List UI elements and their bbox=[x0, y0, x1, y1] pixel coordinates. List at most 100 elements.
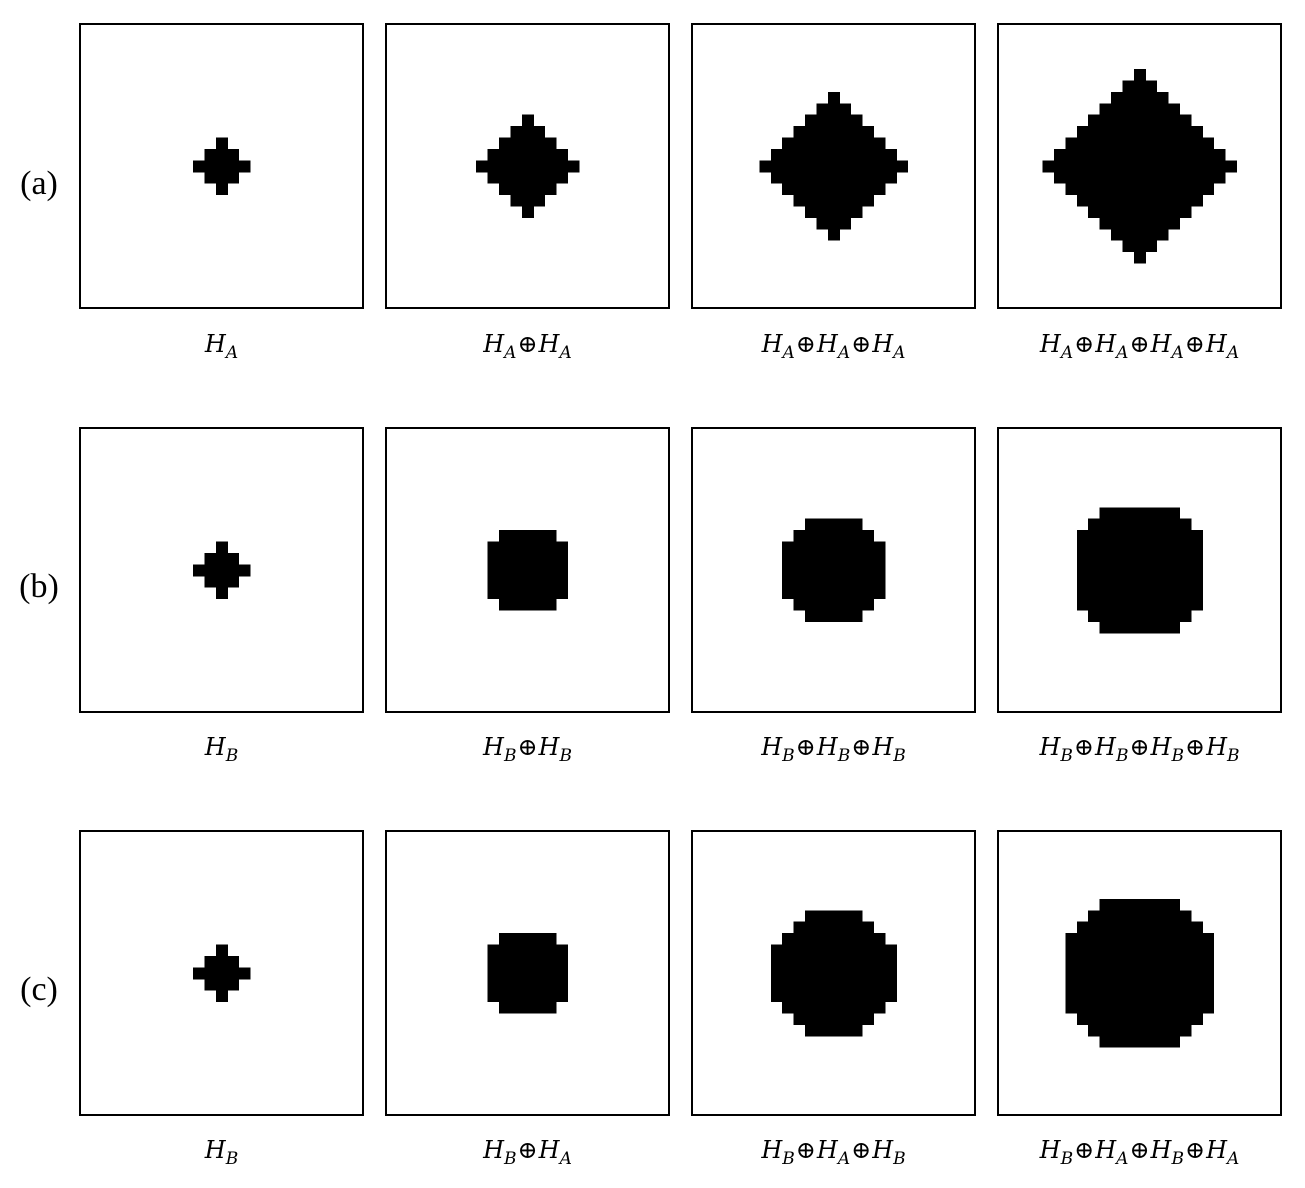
shape-cell bbox=[533, 541, 546, 554]
shape-cell bbox=[816, 1001, 829, 1014]
shape-cell bbox=[227, 978, 240, 991]
shape-cell bbox=[204, 978, 217, 991]
shape-cell bbox=[510, 1001, 523, 1014]
shape-cell bbox=[1111, 217, 1123, 230]
panel-c-4 bbox=[997, 830, 1282, 1116]
shape-cell bbox=[544, 137, 557, 150]
shape-cell bbox=[544, 598, 557, 611]
shape-cell bbox=[1122, 171, 1135, 184]
shape-cell bbox=[1156, 910, 1169, 923]
shape-cell bbox=[1133, 518, 1146, 531]
shape-cell bbox=[1099, 103, 1112, 116]
shape-cell bbox=[487, 564, 500, 577]
shape-cell bbox=[499, 541, 511, 554]
shape-cell bbox=[1179, 910, 1192, 923]
shape-cell bbox=[1202, 160, 1215, 173]
shape-cell bbox=[1099, 148, 1112, 161]
shape-cell bbox=[1122, 552, 1135, 565]
shape-cell bbox=[1145, 126, 1158, 139]
shape-cell bbox=[533, 990, 546, 1003]
shape-cell bbox=[873, 183, 886, 196]
shape-cell bbox=[805, 609, 817, 622]
shape-cell bbox=[544, 933, 557, 946]
shape-cell bbox=[215, 587, 228, 600]
shape-cell bbox=[533, 194, 546, 207]
shape-cell bbox=[1190, 541, 1203, 554]
shape-cell bbox=[1190, 148, 1203, 161]
shape-cell bbox=[793, 921, 806, 934]
shape-cell bbox=[1202, 137, 1215, 150]
shape-cell bbox=[1111, 955, 1123, 968]
shape-cell bbox=[884, 944, 897, 957]
shape-cell bbox=[1111, 530, 1123, 543]
shape-cell bbox=[1088, 1024, 1101, 1037]
shape-cell bbox=[1076, 587, 1089, 600]
shape-cell bbox=[1133, 898, 1146, 911]
caption-c-1: HB bbox=[204, 1136, 239, 1169]
shape-cell bbox=[827, 921, 840, 934]
shape-cell bbox=[533, 944, 546, 957]
shape-cell bbox=[1088, 609, 1101, 622]
shape-cell bbox=[544, 955, 557, 968]
shape-cell bbox=[1133, 114, 1146, 127]
shape-cell bbox=[1202, 990, 1215, 1003]
shape-cell bbox=[227, 171, 240, 184]
shape-cell bbox=[1111, 137, 1123, 150]
shape-cell bbox=[215, 541, 228, 554]
shape-cell bbox=[839, 575, 852, 588]
shape-cell bbox=[839, 103, 852, 116]
shape-cell bbox=[1088, 564, 1101, 577]
shape-cell bbox=[1202, 933, 1215, 946]
shape-cell bbox=[1179, 126, 1192, 139]
shape-cell bbox=[1156, 944, 1169, 957]
shape-cell bbox=[862, 530, 874, 543]
shape-cell bbox=[544, 575, 557, 588]
shape-cell bbox=[510, 955, 523, 968]
shape-cell bbox=[1065, 137, 1078, 150]
shape-cell bbox=[1156, 114, 1169, 127]
shape-cell bbox=[782, 137, 795, 150]
shape-cell bbox=[839, 541, 852, 554]
shape-cell bbox=[805, 921, 817, 934]
shape-cell bbox=[1168, 1001, 1180, 1014]
shape-cell bbox=[521, 587, 534, 600]
shape-cell bbox=[862, 955, 874, 968]
shape-cell bbox=[499, 530, 511, 543]
shape-cell bbox=[499, 171, 511, 184]
shape-cell bbox=[839, 160, 852, 173]
shape-cell bbox=[1145, 910, 1158, 923]
shape-cell bbox=[1156, 564, 1169, 577]
shape-cell bbox=[827, 564, 840, 577]
shape-cell bbox=[521, 564, 534, 577]
panel-c-1 bbox=[79, 830, 364, 1116]
shape-cell bbox=[1133, 933, 1146, 946]
shape-cell bbox=[827, 530, 840, 543]
shape-cell bbox=[862, 194, 874, 207]
shape-cell bbox=[1190, 598, 1203, 611]
shape-cell bbox=[1088, 518, 1101, 531]
shape-cell bbox=[1122, 183, 1135, 196]
shape-cell bbox=[215, 148, 228, 161]
shape-cell bbox=[805, 552, 817, 565]
shape-cell bbox=[1076, 955, 1089, 968]
shape-cell bbox=[499, 1001, 511, 1014]
shape-cell bbox=[1156, 171, 1169, 184]
shape-cell bbox=[1111, 978, 1123, 991]
shape-cell bbox=[827, 137, 840, 150]
shape-cell bbox=[1145, 955, 1158, 968]
shape-cell bbox=[827, 1001, 840, 1014]
caption-a-1: HA bbox=[204, 330, 239, 363]
shape-cell bbox=[510, 183, 523, 196]
shape-cell bbox=[1065, 933, 1078, 946]
shape-cell bbox=[1179, 148, 1192, 161]
shape-cell bbox=[1099, 598, 1112, 611]
shape-cell bbox=[1190, 1012, 1203, 1025]
shape-cell bbox=[1099, 205, 1112, 218]
shape-cell bbox=[1111, 944, 1123, 957]
shape-cell bbox=[827, 194, 840, 207]
shape-cell bbox=[816, 217, 829, 230]
shape-cell bbox=[1133, 1024, 1146, 1037]
shape-cell bbox=[862, 160, 874, 173]
shape-cell bbox=[1213, 148, 1226, 161]
shape-cell bbox=[850, 171, 863, 184]
